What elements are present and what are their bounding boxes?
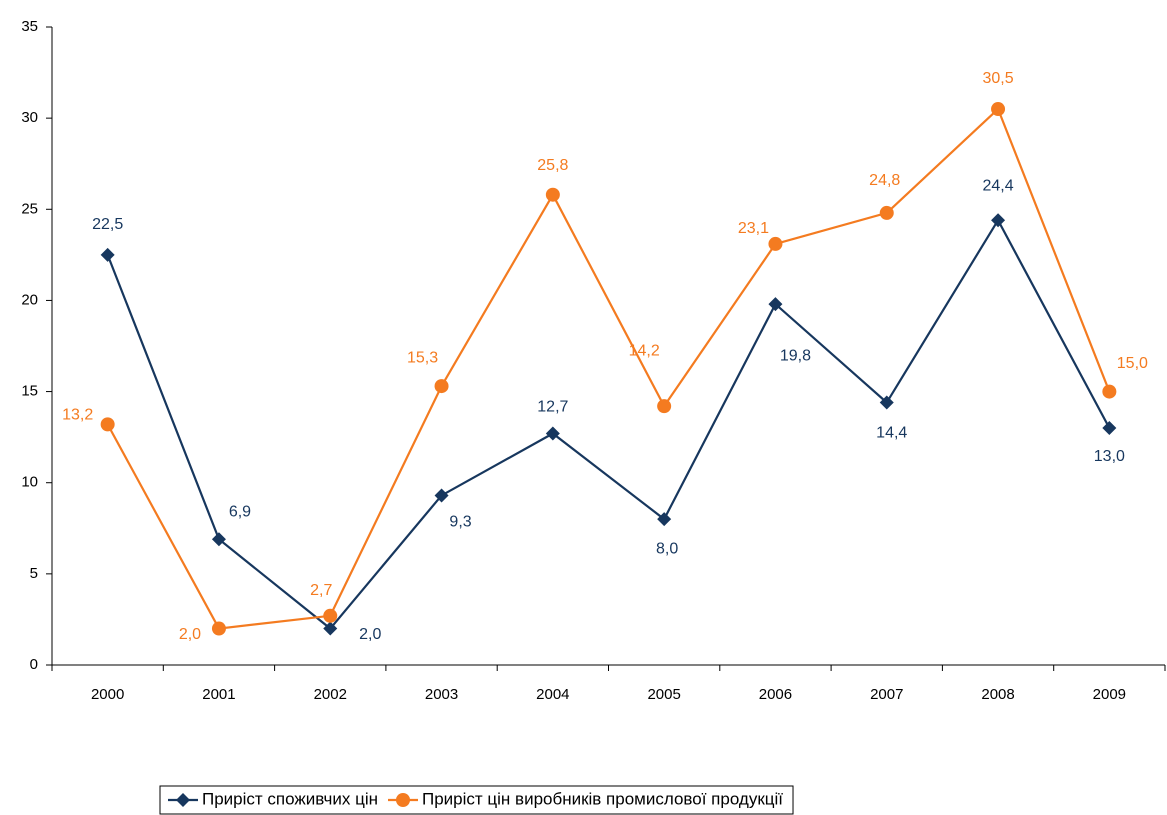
- x-tick-label: 2009: [1093, 686, 1126, 703]
- legend: Приріст споживчих цін Приріст цін виробни…: [159, 785, 794, 815]
- marker: [768, 297, 783, 312]
- marker: [1102, 384, 1117, 399]
- marker: [434, 379, 449, 394]
- y-tick-label: 25: [21, 200, 38, 217]
- series-line: [106, 107, 1111, 630]
- marker: [323, 621, 338, 636]
- data-label: 14,4: [876, 425, 907, 442]
- data-label: 2,0: [179, 626, 201, 643]
- marker: [1102, 421, 1117, 436]
- marker: [100, 247, 115, 262]
- x-tick-label: 2002: [314, 686, 347, 703]
- x-tick-label: 2004: [536, 686, 569, 703]
- legend-box: [159, 785, 794, 815]
- y-tick-label: 15: [21, 383, 38, 400]
- data-label: 14,2: [629, 342, 660, 359]
- marker: [100, 417, 115, 432]
- marker: [657, 399, 672, 414]
- x-tick-label: 2000: [91, 686, 124, 703]
- marker: [211, 532, 226, 547]
- marker: [211, 621, 226, 636]
- x-tick-label: 2007: [870, 686, 903, 703]
- marker: [545, 426, 560, 441]
- x-tick-label: 2003: [425, 686, 458, 703]
- marker: [768, 236, 783, 251]
- x-tick-label: 2006: [759, 686, 792, 703]
- y-tick-label: 20: [21, 291, 38, 308]
- x-tick-label: 2001: [202, 686, 235, 703]
- data-label: 8,0: [656, 540, 678, 557]
- data-label: 15,3: [407, 349, 438, 366]
- data-label: 13,0: [1094, 448, 1125, 465]
- marker: [434, 488, 449, 503]
- marker: [879, 205, 894, 220]
- data-label: 19,8: [780, 347, 811, 364]
- legend-label: Приріст цін виробників промислової проду…: [422, 789, 783, 808]
- data-label: 22,5: [92, 216, 123, 233]
- marker: [879, 395, 894, 410]
- x-tick-label: 2008: [981, 686, 1014, 703]
- marker: [176, 793, 190, 807]
- x-tick-label: 2005: [647, 686, 680, 703]
- data-label: 2,7: [310, 582, 332, 599]
- marker: [323, 608, 338, 623]
- data-label: 23,1: [738, 220, 769, 237]
- marker: [991, 102, 1006, 117]
- marker: [657, 512, 672, 527]
- data-label: 24,4: [982, 177, 1013, 194]
- y-tick-label: 35: [21, 18, 38, 35]
- y-tick-label: 5: [30, 565, 38, 582]
- y-tick-label: 10: [21, 474, 38, 491]
- data-label: 30,5: [982, 70, 1013, 87]
- data-label: 9,3: [449, 514, 471, 531]
- marker: [396, 793, 410, 807]
- y-tick-label: 0: [30, 656, 38, 673]
- marker: [545, 187, 560, 202]
- data-label: 24,8: [869, 172, 900, 189]
- data-label: 12,7: [537, 399, 568, 416]
- legend-label: Приріст споживчих цін: [202, 789, 378, 808]
- data-label: 2,0: [359, 626, 381, 643]
- data-label: 13,2: [62, 407, 93, 424]
- data-label: 15,0: [1117, 355, 1148, 372]
- data-label: 25,8: [537, 157, 568, 174]
- y-tick-label: 30: [21, 109, 38, 126]
- marker: [991, 213, 1006, 228]
- data-label: 6,9: [229, 503, 251, 520]
- series-line: [106, 218, 1111, 631]
